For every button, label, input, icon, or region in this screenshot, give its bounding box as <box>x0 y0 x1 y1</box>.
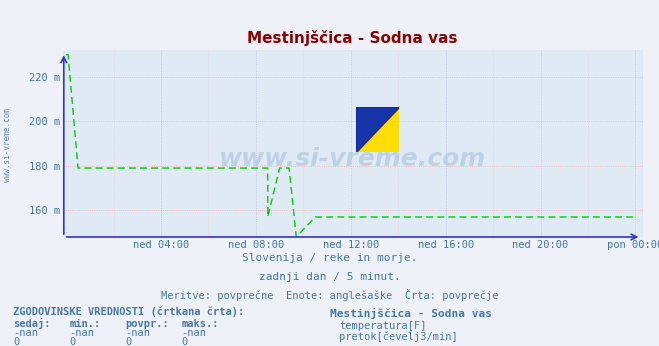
Text: 0: 0 <box>13 337 19 346</box>
Title: Mestinjščica - Sodna vas: Mestinjščica - Sodna vas <box>247 30 458 46</box>
Text: www.si-vreme.com: www.si-vreme.com <box>219 147 486 171</box>
Text: Meritve: povprečne  Enote: anglešaške  Črta: povprečje: Meritve: povprečne Enote: anglešaške Črt… <box>161 289 498 301</box>
Text: -nan: -nan <box>181 328 206 338</box>
Text: sedaj:: sedaj: <box>13 318 51 329</box>
Polygon shape <box>356 107 399 152</box>
Polygon shape <box>356 107 399 152</box>
Text: povpr.:: povpr.: <box>125 319 169 329</box>
Text: -nan: -nan <box>69 328 94 338</box>
Text: temperatura[F]: temperatura[F] <box>339 321 427 331</box>
Text: min.:: min.: <box>69 319 100 329</box>
Text: Mestinjščica - Sodna vas: Mestinjščica - Sodna vas <box>330 308 492 319</box>
Text: -nan: -nan <box>125 328 150 338</box>
Text: 0: 0 <box>181 337 187 346</box>
Text: www.si-vreme.com: www.si-vreme.com <box>3 108 13 182</box>
Text: maks.:: maks.: <box>181 319 219 329</box>
Text: pretok[čevelj3/min]: pretok[čevelj3/min] <box>339 331 458 342</box>
Text: 0: 0 <box>69 337 75 346</box>
Text: 0: 0 <box>125 337 131 346</box>
Text: ZGODOVINSKE VREDNOSTI (črtkana črta):: ZGODOVINSKE VREDNOSTI (črtkana črta): <box>13 306 244 317</box>
Text: zadnji dan / 5 minut.: zadnji dan / 5 minut. <box>258 272 401 282</box>
Text: Slovenija / reke in morje.: Slovenija / reke in morje. <box>242 253 417 263</box>
Text: -nan: -nan <box>13 328 38 338</box>
